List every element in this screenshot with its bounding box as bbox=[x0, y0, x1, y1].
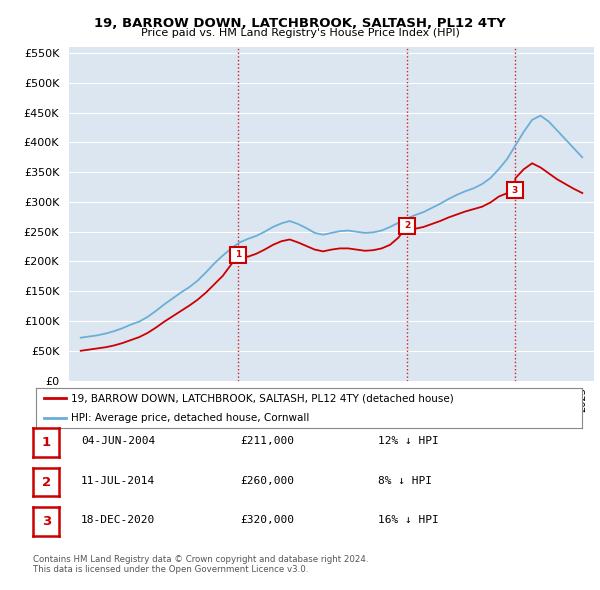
Text: £211,000: £211,000 bbox=[240, 437, 294, 446]
Text: 19, BARROW DOWN, LATCHBROOK, SALTASH, PL12 4TY: 19, BARROW DOWN, LATCHBROOK, SALTASH, PL… bbox=[94, 17, 506, 30]
Text: 12% ↓ HPI: 12% ↓ HPI bbox=[378, 437, 439, 446]
Text: £320,000: £320,000 bbox=[240, 516, 294, 525]
Text: HPI: Average price, detached house, Cornwall: HPI: Average price, detached house, Corn… bbox=[71, 413, 310, 422]
Text: 1: 1 bbox=[41, 436, 51, 449]
Text: 19, BARROW DOWN, LATCHBROOK, SALTASH, PL12 4TY (detached house): 19, BARROW DOWN, LATCHBROOK, SALTASH, PL… bbox=[71, 394, 454, 404]
Text: 1: 1 bbox=[235, 250, 241, 260]
Text: 2: 2 bbox=[41, 476, 51, 489]
Text: 8% ↓ HPI: 8% ↓ HPI bbox=[378, 476, 432, 486]
Text: Contains HM Land Registry data © Crown copyright and database right 2024.: Contains HM Land Registry data © Crown c… bbox=[33, 555, 368, 563]
Text: £260,000: £260,000 bbox=[240, 476, 294, 486]
Text: Price paid vs. HM Land Registry's House Price Index (HPI): Price paid vs. HM Land Registry's House … bbox=[140, 28, 460, 38]
Text: 18-DEC-2020: 18-DEC-2020 bbox=[81, 516, 155, 525]
Text: 2: 2 bbox=[404, 221, 410, 230]
Text: 16% ↓ HPI: 16% ↓ HPI bbox=[378, 516, 439, 525]
Text: 11-JUL-2014: 11-JUL-2014 bbox=[81, 476, 155, 486]
Text: 3: 3 bbox=[41, 515, 51, 528]
Text: This data is licensed under the Open Government Licence v3.0.: This data is licensed under the Open Gov… bbox=[33, 565, 308, 574]
Text: 04-JUN-2004: 04-JUN-2004 bbox=[81, 437, 155, 446]
Text: 3: 3 bbox=[512, 186, 518, 195]
